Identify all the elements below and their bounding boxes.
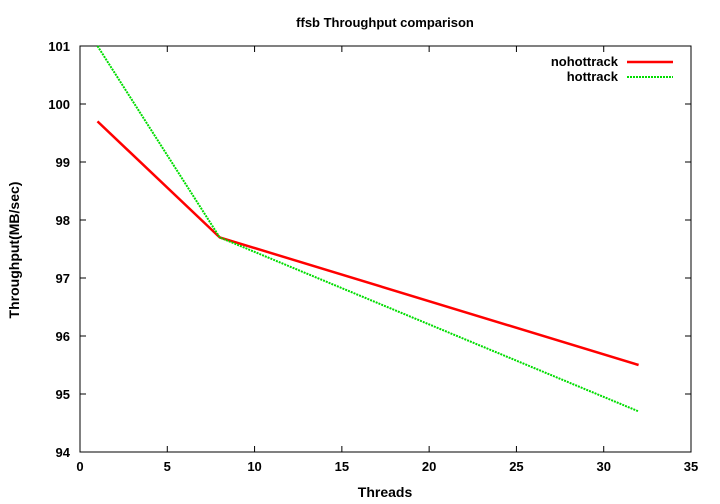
y-axis-ticks: 94 95 96 97 98 99 100 101 [48, 39, 691, 460]
y-tick-label-4: 98 [56, 213, 70, 228]
y-tick-label-7: 101 [48, 39, 70, 54]
x-tick-label-5: 25 [509, 459, 523, 474]
y-tick-label-5: 99 [56, 155, 70, 170]
y-axis-label: Throughput(MB/sec) [6, 182, 22, 319]
chart-title: ffsb Throughput comparison [296, 15, 474, 30]
x-tick-label-4: 20 [422, 459, 436, 474]
x-axis-label: Threads [358, 484, 413, 500]
y-tick-label-0: 94 [56, 445, 71, 460]
series-line-hottrack [96, 45, 639, 413]
y-tick-label-6: 100 [48, 97, 70, 112]
plot-frame [79, 45, 692, 453]
x-tick-label-1: 5 [164, 459, 171, 474]
legend-label-hottrack: hottrack [567, 69, 619, 84]
y-tick-label-3: 97 [56, 271, 70, 286]
series-layer [96, 45, 639, 413]
legend-label-nohottrack: nohottrack [551, 54, 619, 69]
x-tick-label-6: 30 [596, 459, 610, 474]
x-tick-label-3: 15 [335, 459, 349, 474]
x-tick-label-7: 35 [684, 459, 698, 474]
x-tick-label-0: 0 [76, 459, 83, 474]
x-tick-label-2: 10 [247, 459, 261, 474]
series-line-nohottrack [96, 120, 639, 367]
y-tick-label-2: 96 [56, 329, 70, 344]
x-axis-ticks: 0 5 10 15 20 25 30 35 [76, 46, 698, 474]
y-tick-label-1: 95 [56, 387, 70, 402]
